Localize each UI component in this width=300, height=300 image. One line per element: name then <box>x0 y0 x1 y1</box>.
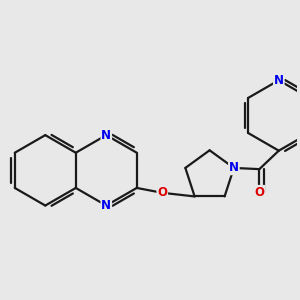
Text: N: N <box>101 129 111 142</box>
Text: O: O <box>157 186 167 199</box>
Text: N: N <box>101 199 111 212</box>
Text: N: N <box>229 161 239 174</box>
Text: N: N <box>274 74 284 87</box>
Text: O: O <box>254 186 264 199</box>
